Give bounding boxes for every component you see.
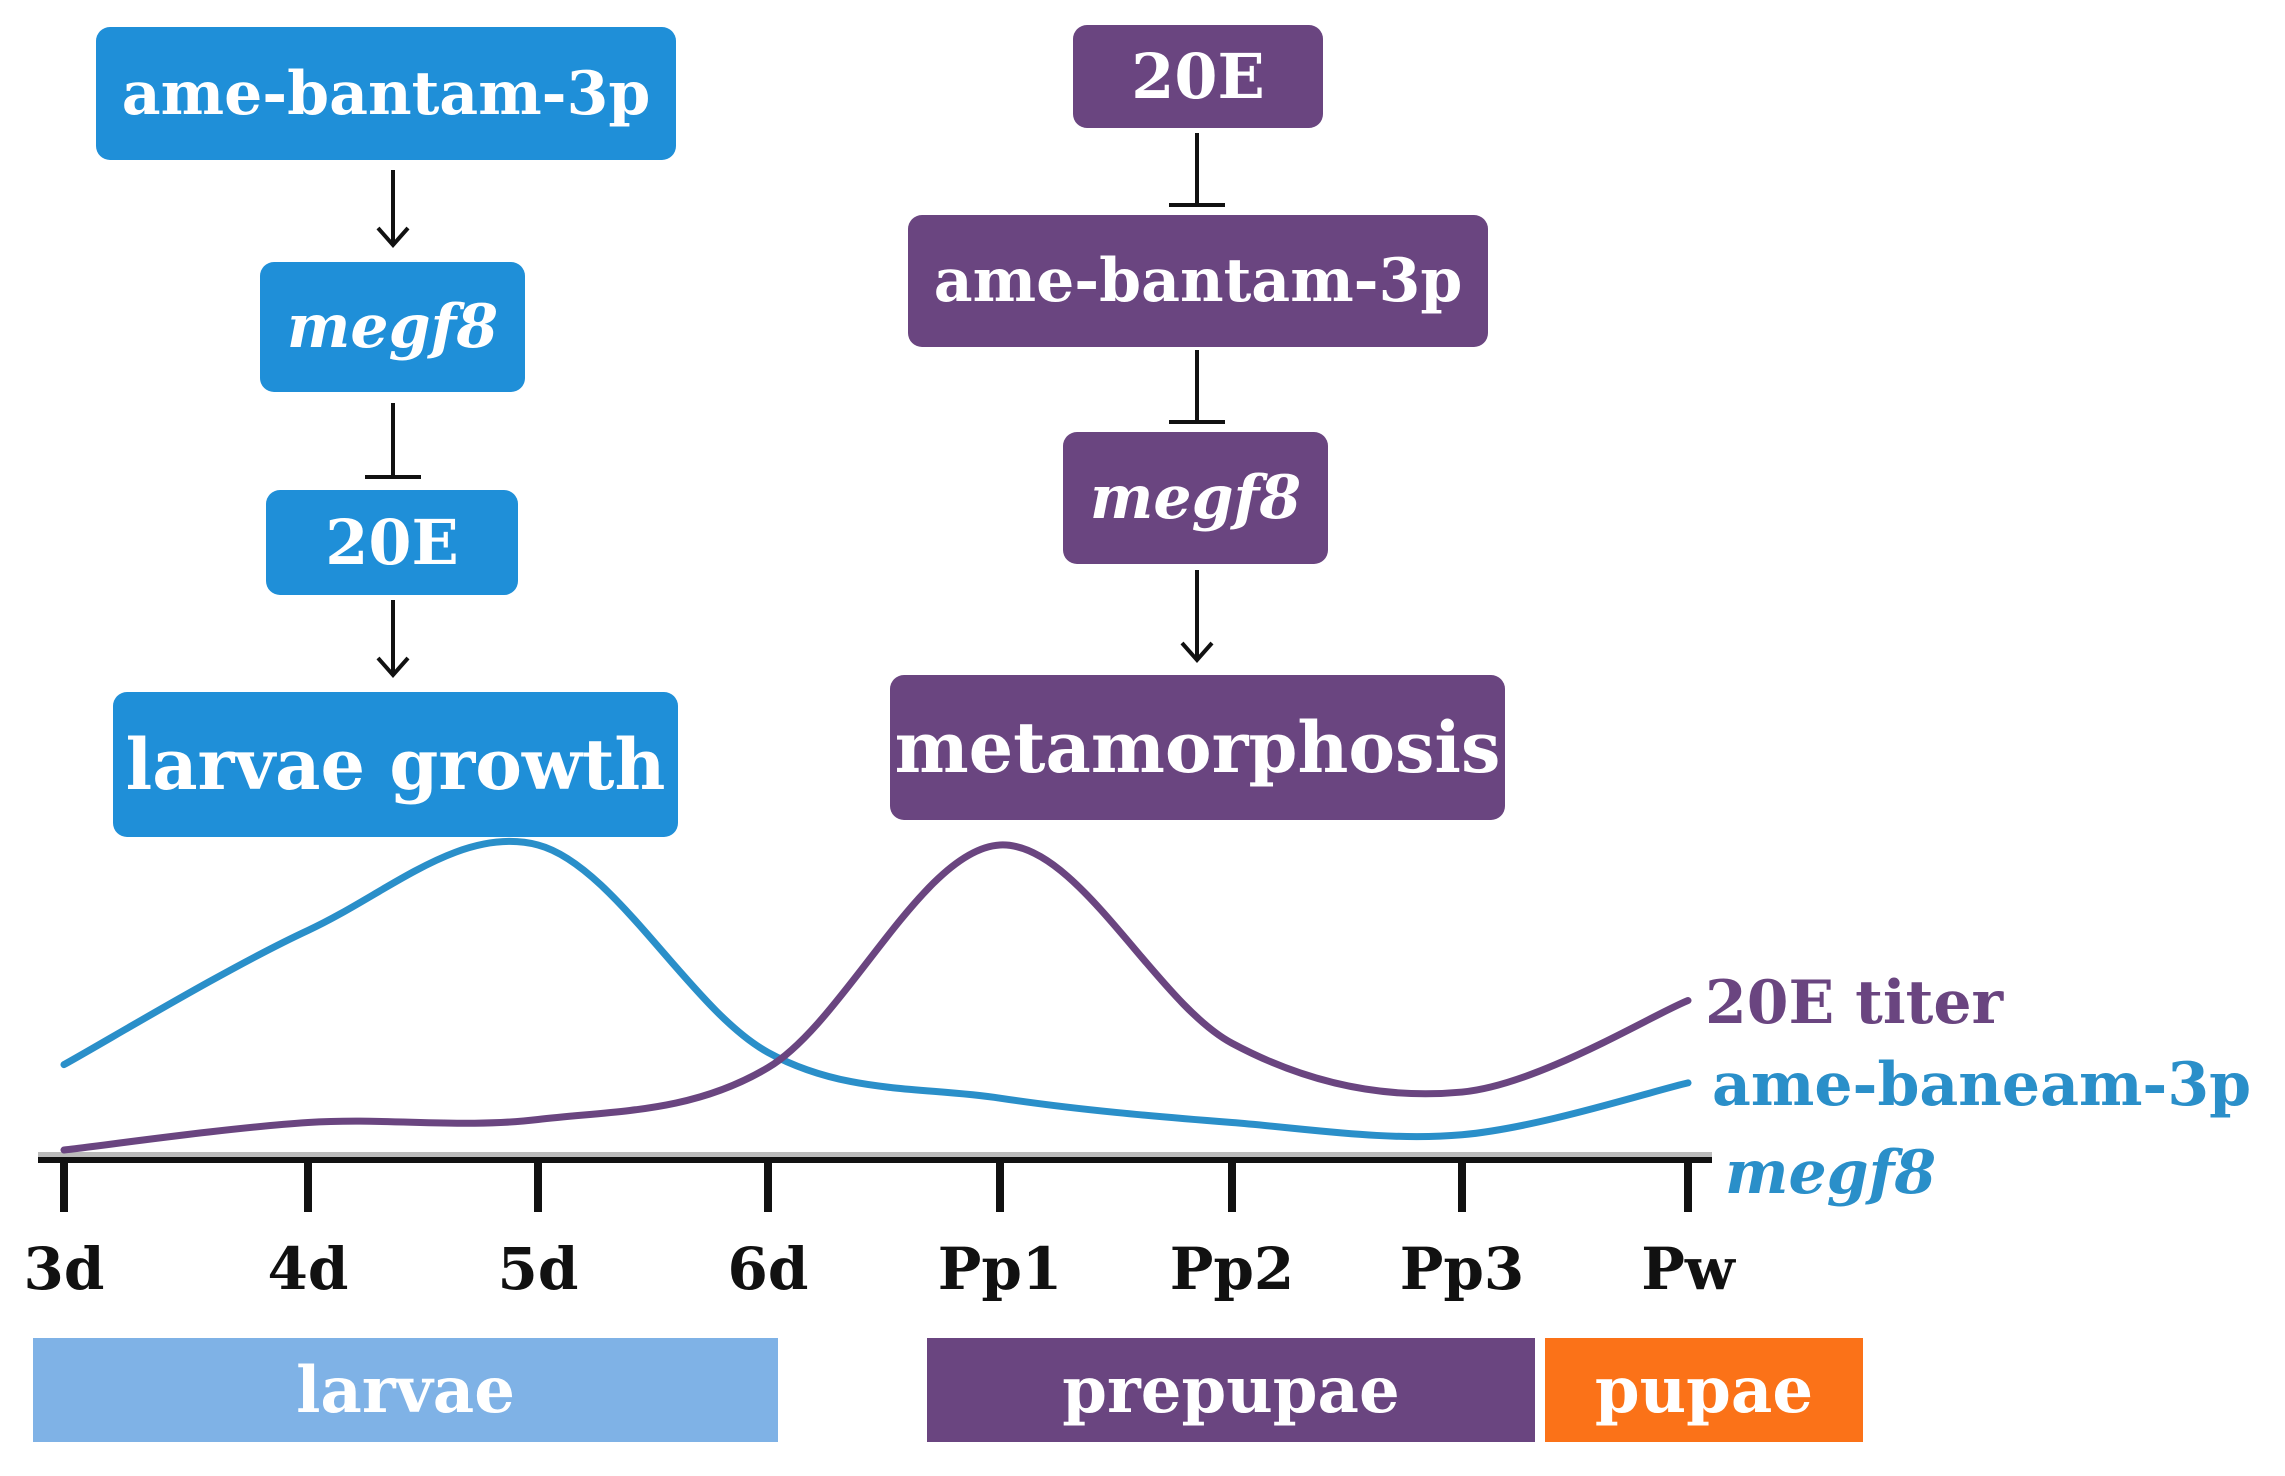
tick-label-pp3: Pp3 <box>1399 1235 1525 1303</box>
20e-titer-curve <box>60 841 1692 1154</box>
megf8-label: megf8 <box>1725 1138 1937 1208</box>
tick-label-6d: 6d <box>727 1235 809 1303</box>
left-megf8-box: megf8 <box>260 262 525 392</box>
ame-baneam-3p-curve <box>60 837 1692 1141</box>
tick-label-5d: 5d <box>497 1235 579 1303</box>
left-20e-box: 20E <box>266 490 518 595</box>
left-connectors <box>365 170 421 679</box>
metamorphosis-box: metamorphosis <box>890 675 1505 820</box>
x-axis-ticks <box>60 1160 1692 1212</box>
prepupae-band: prepupae <box>927 1338 1535 1442</box>
left-ame-bantam-3p-box: ame-bantam-3p <box>96 27 676 160</box>
right-20e-box: 20E <box>1073 25 1323 128</box>
tick-label-pp2: Pp2 <box>1169 1235 1295 1303</box>
pupae-band: pupae <box>1545 1338 1863 1442</box>
larvae-band: larvae <box>33 1338 778 1442</box>
right-megf8-box: megf8 <box>1063 432 1328 564</box>
right-connectors <box>1169 133 1225 664</box>
20e-titer-label: 20E titer <box>1705 968 2004 1038</box>
ame-baneam-3p-label: ame-baneam-3p <box>1712 1050 2252 1120</box>
tick-label-pp1: Pp1 <box>937 1235 1063 1303</box>
right-ame-bantam-3p-box: ame-bantam-3p <box>908 215 1488 347</box>
larvae-growth-box: larvae growth <box>113 692 678 837</box>
tick-label-4d: 4d <box>267 1235 349 1303</box>
tick-label-pw: Pw <box>1641 1235 1735 1303</box>
tick-label-3d: 3d <box>23 1235 105 1303</box>
